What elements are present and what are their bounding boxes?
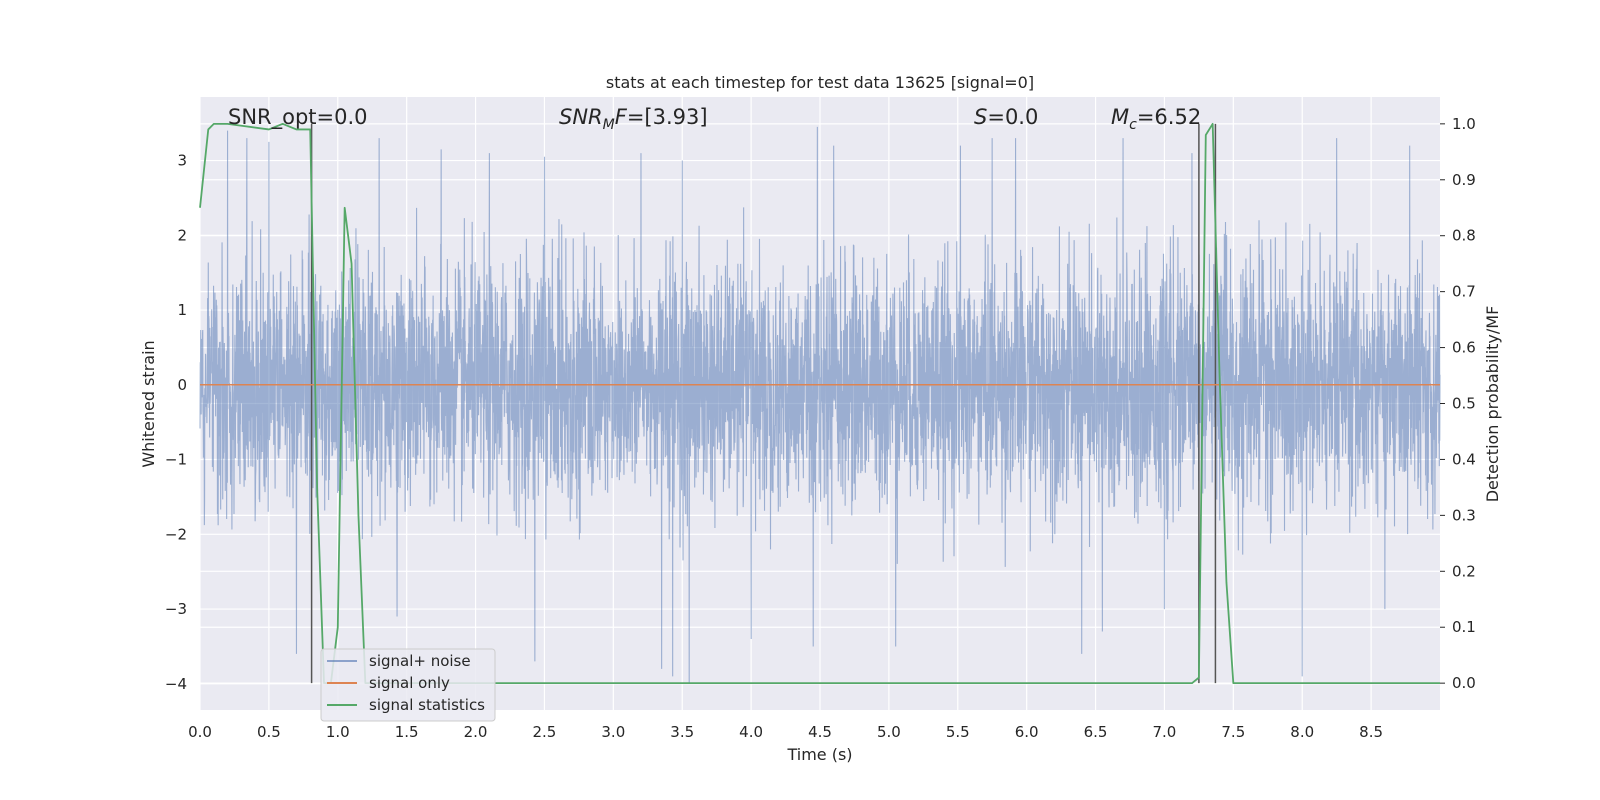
x-tick-label: 7.5 (1221, 723, 1245, 741)
annotation-snr-opt: SNR_opt=0.0 (228, 105, 368, 130)
annotation-s: S=0.0 (974, 105, 1038, 129)
x-tick-label: 1.5 (395, 723, 419, 741)
y-tick-label: −4 (165, 675, 187, 693)
x-tick-label: 4.5 (808, 723, 832, 741)
y-tick-label: 1 (177, 301, 187, 319)
x-tick-label: 0.0 (188, 723, 212, 741)
y-axis-label: Whitened strain (139, 340, 158, 467)
chart-title: stats at each timestep for test data 136… (606, 73, 1034, 92)
right-tick-label: 1.0 (1452, 115, 1476, 133)
x-tick-label: 2.0 (464, 723, 488, 741)
legend-label-statistics: signal statistics (369, 696, 485, 714)
x-tick-label: 5.0 (877, 723, 901, 741)
x-tick-label: 3.0 (601, 723, 625, 741)
y-tick-label: −1 (165, 451, 187, 469)
right-tick-label: 0.8 (1452, 227, 1476, 245)
annotations: SNR_opt=0.0 SNRMF=[3.93] S=0.0 Mc=6.52 (228, 105, 1201, 133)
x-tick-label: 5.5 (946, 723, 970, 741)
signal-noise-series (199, 126, 1441, 684)
right-tick-label: 0.5 (1452, 395, 1476, 413)
legend: signal+ noise signal only signal statist… (320, 648, 496, 722)
right-axis-label: Detection probability/MF (1483, 306, 1502, 503)
x-tick-label: 6.5 (1084, 723, 1108, 741)
x-axis-label: Time (s) (786, 745, 852, 764)
x-tick-label: 6.0 (1015, 723, 1039, 741)
x-tick-label: 7.0 (1153, 723, 1177, 741)
right-tick-label: 0.0 (1452, 674, 1476, 692)
right-tick-label: 0.7 (1452, 283, 1476, 301)
y-tick-label: −2 (165, 525, 187, 543)
legend-box (320, 648, 496, 722)
y-tick-label: 2 (177, 226, 187, 244)
x-tick-label: 2.5 (533, 723, 557, 741)
x-tick-label: 3.5 (670, 723, 694, 741)
x-tick-label: 8.5 (1359, 723, 1383, 741)
x-tick-label: 1.0 (326, 723, 350, 741)
legend-label-noise: signal+ noise (369, 652, 471, 670)
right-tick-label: 0.3 (1452, 506, 1476, 524)
x-tick-label: 0.5 (257, 723, 281, 741)
right-tick-label: 0.2 (1452, 562, 1476, 580)
right-tick-label: 0.9 (1452, 171, 1476, 189)
signal-statistics-line (199, 122, 1440, 685)
right-tick-label: 0.4 (1452, 450, 1476, 468)
x-tick-label: 8.0 (1290, 723, 1314, 741)
line-series (199, 122, 1440, 685)
x-tick-label: 4.0 (739, 723, 763, 741)
annotation-mc: Mc=6.52 (1111, 105, 1201, 133)
annotation-snr-mf: SNRMF=[3.93] (559, 105, 708, 133)
legend-label-signal: signal only (369, 674, 450, 692)
y-tick-label: −3 (165, 600, 187, 618)
y-tick-label: 0 (177, 376, 187, 394)
right-tick-label: 0.6 (1452, 339, 1476, 357)
y-tick-label: 3 (177, 152, 187, 170)
axis-ticks: 0.0 0.5 1.0 1.5 2.0 2.5 3.0 3.5 4.0 4.5 5.0 5.5 6.0 6… (165, 115, 1476, 741)
right-tick-label: 0.1 (1452, 618, 1476, 636)
signal-noise-line (199, 126, 1441, 684)
